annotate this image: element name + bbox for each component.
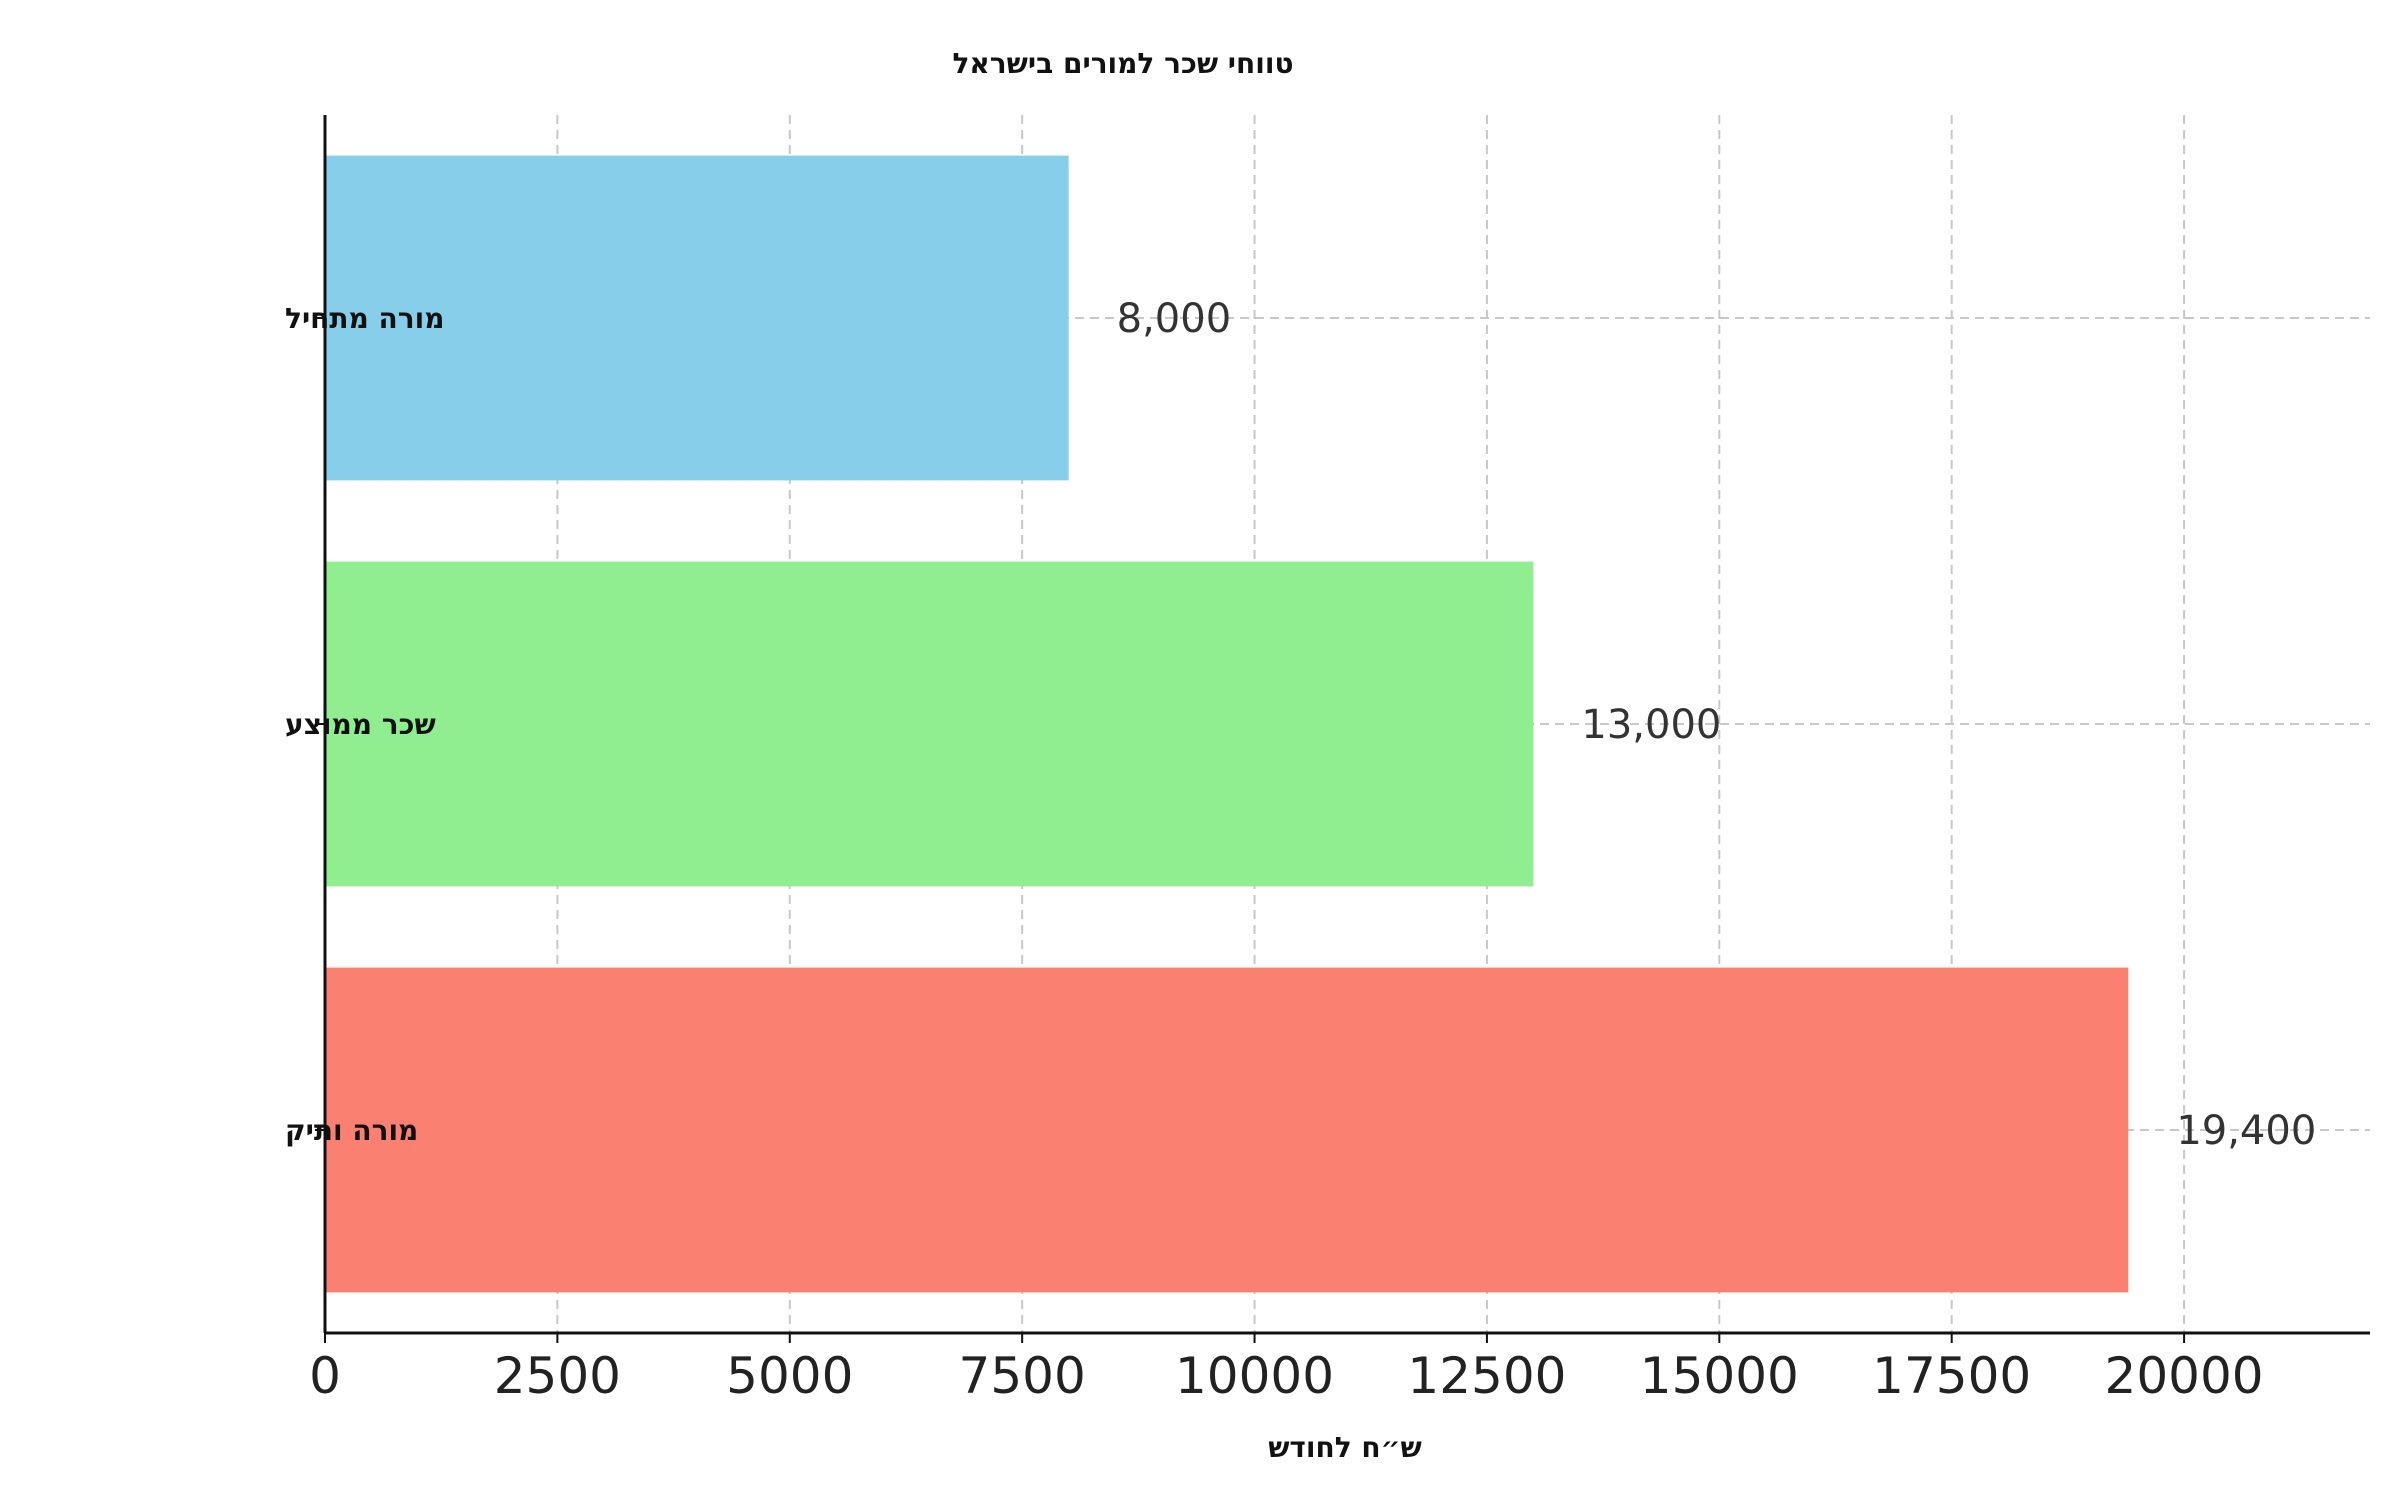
x-axis-label: ש״ח לחודש bbox=[1268, 1431, 1422, 1464]
y-tick-label: מורה מתחיל bbox=[285, 302, 445, 335]
x-tick-label: 17500 bbox=[1872, 1347, 2031, 1405]
bar bbox=[325, 967, 2129, 1293]
axes bbox=[315, 115, 2370, 1343]
x-tick-label: 2500 bbox=[494, 1347, 621, 1405]
x-tick-label: 7500 bbox=[959, 1347, 1086, 1405]
x-tick-label: 0 bbox=[309, 1347, 341, 1405]
x-tick-label: 5000 bbox=[726, 1347, 853, 1405]
bar-value-label: 19,400 bbox=[2176, 1108, 2316, 1154]
x-tick-label: 15000 bbox=[1640, 1347, 1799, 1405]
x-tick-label: 10000 bbox=[1175, 1347, 1334, 1405]
chart-title: טווחי שכר למורים בישראל bbox=[952, 47, 1293, 80]
bar-value-label: 13,000 bbox=[1581, 702, 1721, 748]
labels: 8,000 מורה מתחיל 13,000 שכר ממוצע 19,400 מורה… bbox=[285, 296, 2316, 1405]
bars bbox=[325, 155, 2129, 1293]
bar-value-label: 8,000 bbox=[1117, 296, 1232, 342]
bar bbox=[325, 561, 1534, 887]
y-tick-label: מורה ותיק bbox=[285, 1114, 418, 1147]
bar bbox=[325, 155, 1069, 481]
x-tick-label: 12500 bbox=[1407, 1347, 1566, 1405]
y-tick-label: שכר ממוצע bbox=[285, 708, 436, 741]
x-tick-label: 20000 bbox=[2105, 1347, 2264, 1405]
